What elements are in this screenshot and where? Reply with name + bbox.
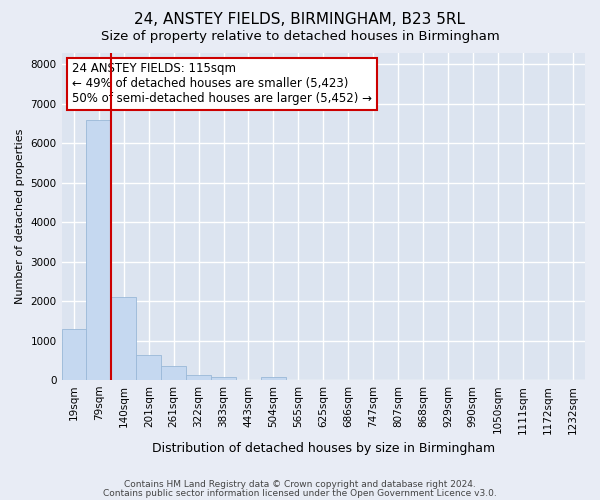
Bar [112, 297, 136, 380]
Text: Contains public sector information licensed under the Open Government Licence v3: Contains public sector information licen… [103, 488, 497, 498]
Text: Contains HM Land Registry data © Crown copyright and database right 2024.: Contains HM Land Registry data © Crown c… [124, 480, 476, 489]
Y-axis label: Number of detached properties: Number of detached properties [15, 128, 25, 304]
Bar [161, 366, 186, 380]
Bar [86, 120, 112, 380]
X-axis label: Distribution of detached houses by size in Birmingham: Distribution of detached houses by size … [152, 442, 495, 455]
Text: 24, ANSTEY FIELDS, BIRMINGHAM, B23 5RL: 24, ANSTEY FIELDS, BIRMINGHAM, B23 5RL [134, 12, 466, 28]
Bar [186, 376, 211, 380]
Bar [62, 329, 86, 380]
Bar [211, 377, 236, 380]
Bar [136, 355, 161, 380]
Text: 24 ANSTEY FIELDS: 115sqm
← 49% of detached houses are smaller (5,423)
50% of sem: 24 ANSTEY FIELDS: 115sqm ← 49% of detach… [72, 62, 372, 106]
Bar [261, 377, 286, 380]
Text: Size of property relative to detached houses in Birmingham: Size of property relative to detached ho… [101, 30, 499, 43]
